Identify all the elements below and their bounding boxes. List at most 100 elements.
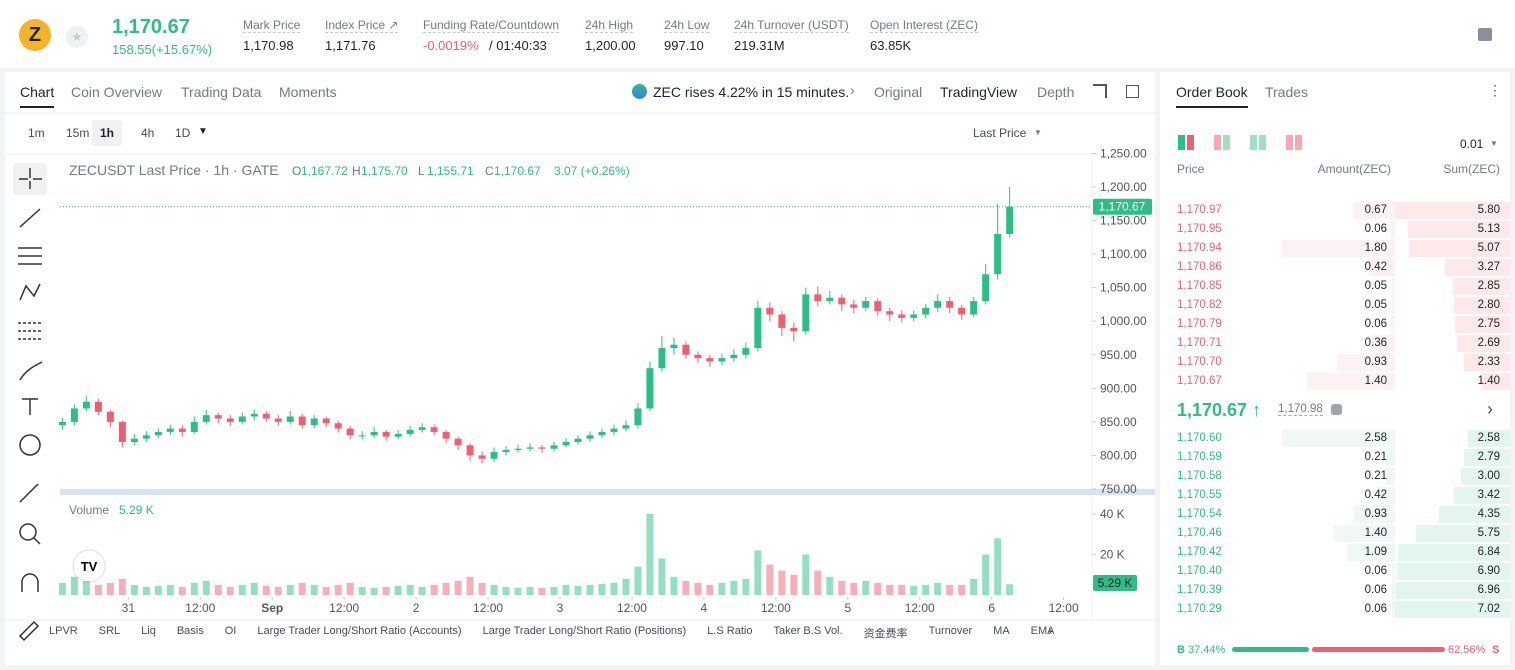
ob-tab[interactable]: Trades: [1265, 84, 1309, 100]
stat-label: Mark Price: [243, 18, 301, 33]
candle-body: [226, 418, 234, 422]
volume-bar: [562, 584, 570, 595]
amount-bar: [1372, 335, 1395, 352]
candle-body: [202, 415, 210, 422]
volume-bar: [646, 513, 654, 595]
candle-body: [670, 344, 678, 349]
interval[interactable]: 15m: [66, 126, 90, 140]
indicator[interactable]: Taker B.S Vol.: [773, 625, 843, 637]
indicator[interactable]: Large Trader Long/Short Ratio (Accounts): [257, 625, 462, 637]
favorite-star[interactable]: ★: [66, 26, 88, 48]
volume-bar: [238, 584, 246, 595]
ob-layout[interactable]: [1178, 135, 1194, 150]
volume-bar: [262, 585, 270, 595]
indicator[interactable]: SRL: [98, 625, 121, 637]
price-change: 158.55(+15.67%): [112, 42, 213, 57]
stat-label: Funding Rate/Countdown: [423, 18, 560, 33]
chart-tab[interactable]: Moments: [279, 84, 337, 100]
view-tab[interactable]: Depth: [1037, 84, 1075, 100]
volume-bar: [466, 576, 474, 595]
indicator[interactable]: OI: [224, 625, 237, 637]
alert[interactable]: ZEC rises 4.22% in 15 minutes.: [653, 84, 850, 100]
y-tick-label: 1,250.00: [1100, 146, 1147, 160]
volume-bar: [658, 558, 666, 595]
drawing-tools[interactable]: [13, 163, 47, 642]
buy-bar: [1232, 647, 1309, 652]
indicator[interactable]: Turnover: [928, 625, 973, 637]
expand[interactable]: [1093, 84, 1107, 98]
view-tab[interactable]: TradingView: [940, 84, 1018, 100]
volume-bar: [814, 570, 822, 595]
candle-body: [298, 416, 306, 426]
candle-body: [538, 447, 546, 449]
ob-amount: 0.05: [1364, 280, 1387, 292]
window[interactable]: [1126, 85, 1139, 98]
view-tab[interactable]: Original: [874, 84, 923, 100]
ob-sum: 2.33: [1477, 356, 1500, 368]
candle-body: [286, 416, 294, 422]
indicator[interactable]: Liq: [141, 625, 156, 637]
ob-menu[interactable]: ⋮: [1488, 82, 1502, 98]
volume-bar: [82, 580, 90, 595]
amount-bar: [1391, 278, 1395, 295]
indicator[interactable]: Large Trader Long/Short Ratio (Positions…: [482, 625, 687, 637]
candle-body: [694, 354, 702, 359]
price-type[interactable]: Last Price: [973, 126, 1027, 140]
legend-key: O: [292, 164, 302, 178]
volume-bar: [550, 586, 558, 595]
ob-sum: 5.80: [1477, 204, 1500, 216]
chart-tab[interactable]: Trading Data: [181, 84, 262, 100]
interval[interactable]: 1m: [28, 126, 45, 140]
ob-amount: 1.80: [1364, 242, 1387, 254]
amount-bar: [1392, 601, 1395, 618]
ob-layout[interactable]: [1250, 135, 1266, 150]
candle-body: [118, 421, 126, 443]
ob-layout[interactable]: [1214, 135, 1230, 150]
volume-bar: [406, 584, 414, 595]
last-price-box: [1093, 198, 1152, 215]
interval[interactable]: 1D: [175, 126, 191, 140]
candle-body: [970, 301, 978, 315]
ob-price: 1,170.58: [1177, 470, 1222, 482]
ob-price: 1,170.94: [1177, 242, 1222, 254]
ob-tab[interactable]: Order Book: [1176, 84, 1248, 108]
ob-column: Price: [1177, 162, 1205, 176]
chart-tab[interactable]: Coin Overview: [71, 84, 163, 100]
x-tick-label: 12:00: [617, 601, 647, 615]
info-icon[interactable]: [1478, 28, 1492, 41]
volume-bar: [886, 584, 894, 595]
coin-icon: Z: [19, 19, 51, 51]
depth-bar: [1453, 278, 1510, 295]
indicator-next[interactable]: ›: [1048, 622, 1053, 638]
indicator[interactable]: 资金费率: [863, 628, 908, 640]
indicator[interactable]: L.S Ratio: [707, 625, 753, 637]
candle-body: [82, 401, 90, 409]
indicator[interactable]: MA: [993, 625, 1010, 637]
ob-sum: 2.69: [1477, 337, 1500, 349]
volume-bar: [670, 576, 678, 595]
chart-tab[interactable]: Chart: [20, 84, 55, 108]
indicator[interactable]: LPVR: [49, 625, 78, 637]
ob-sum: 1.40: [1477, 375, 1500, 387]
mid-arrow[interactable]: ›: [1487, 399, 1493, 419]
indicator[interactable]: Basis: [176, 625, 204, 637]
indicator[interactable]: EMA: [1030, 625, 1054, 637]
legend-title: ZECUSDT Last Price · 1h · GATE: [69, 162, 279, 178]
candle-body: [94, 401, 102, 412]
x-tick-label: 6: [988, 601, 995, 615]
last-volume-label: 5.29 K: [1098, 576, 1133, 590]
ob-layout[interactable]: [1286, 135, 1302, 150]
legend-key: L: [418, 164, 425, 178]
tick-size[interactable]: 0.01: [1460, 137, 1484, 151]
depth-bar: [1455, 316, 1510, 333]
candle-body: [946, 301, 954, 308]
alert-arrow: ›: [850, 82, 855, 98]
interval[interactable]: 4h: [141, 126, 155, 140]
volume-bar: [586, 584, 594, 595]
volume-bar: [622, 578, 630, 595]
y-tick-label: 1,000.00: [1100, 314, 1147, 328]
candle-body: [406, 429, 414, 434]
interval[interactable]: 1h: [92, 120, 123, 146]
ob-amount: 1.40: [1364, 527, 1387, 539]
ob-amount: 0.42: [1364, 489, 1387, 501]
